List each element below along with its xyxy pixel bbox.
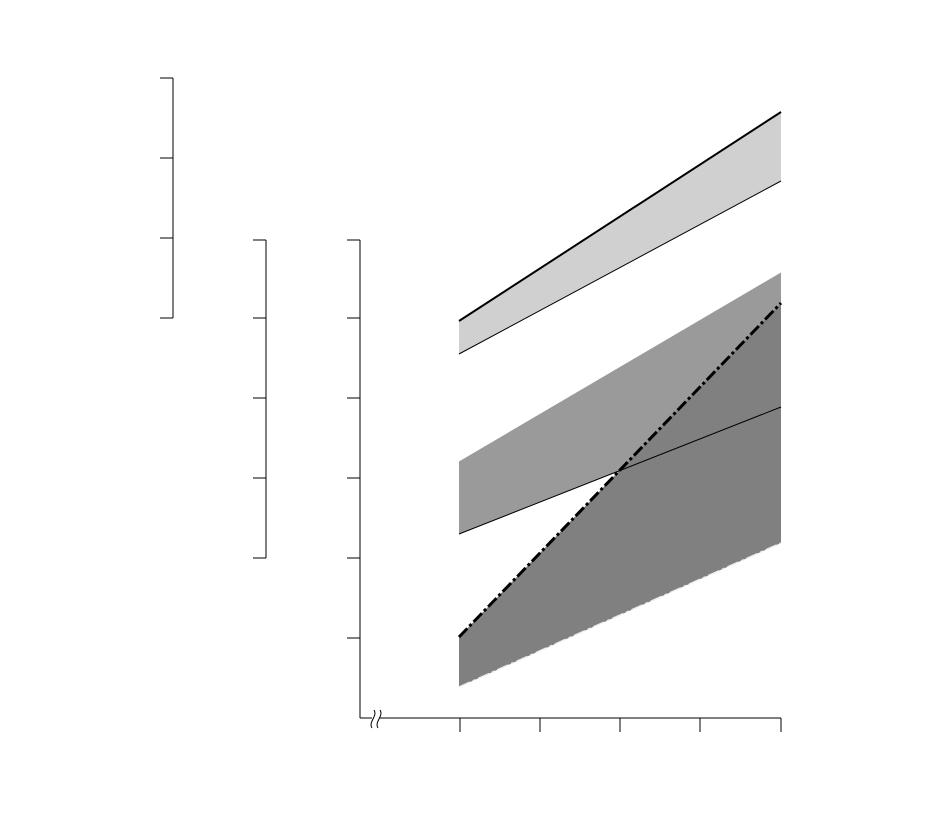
light-band-bottom (458, 180, 782, 355)
dark-band-top (457, 301, 783, 639)
axis-left-1 (160, 77, 174, 319)
axis-break (370, 709, 382, 729)
axis-left-2 (253, 239, 267, 559)
mid-band (459, 273, 781, 534)
light-band (459, 112, 781, 354)
dark-band-bottom (458, 542, 782, 688)
light-band-top (458, 111, 782, 322)
axis-break-gap (372, 714, 380, 722)
axis-y-main (347, 239, 361, 718)
bands (457, 111, 783, 688)
dark-band (459, 303, 781, 687)
mid-band-top (458, 272, 782, 463)
axis-x (360, 709, 782, 732)
